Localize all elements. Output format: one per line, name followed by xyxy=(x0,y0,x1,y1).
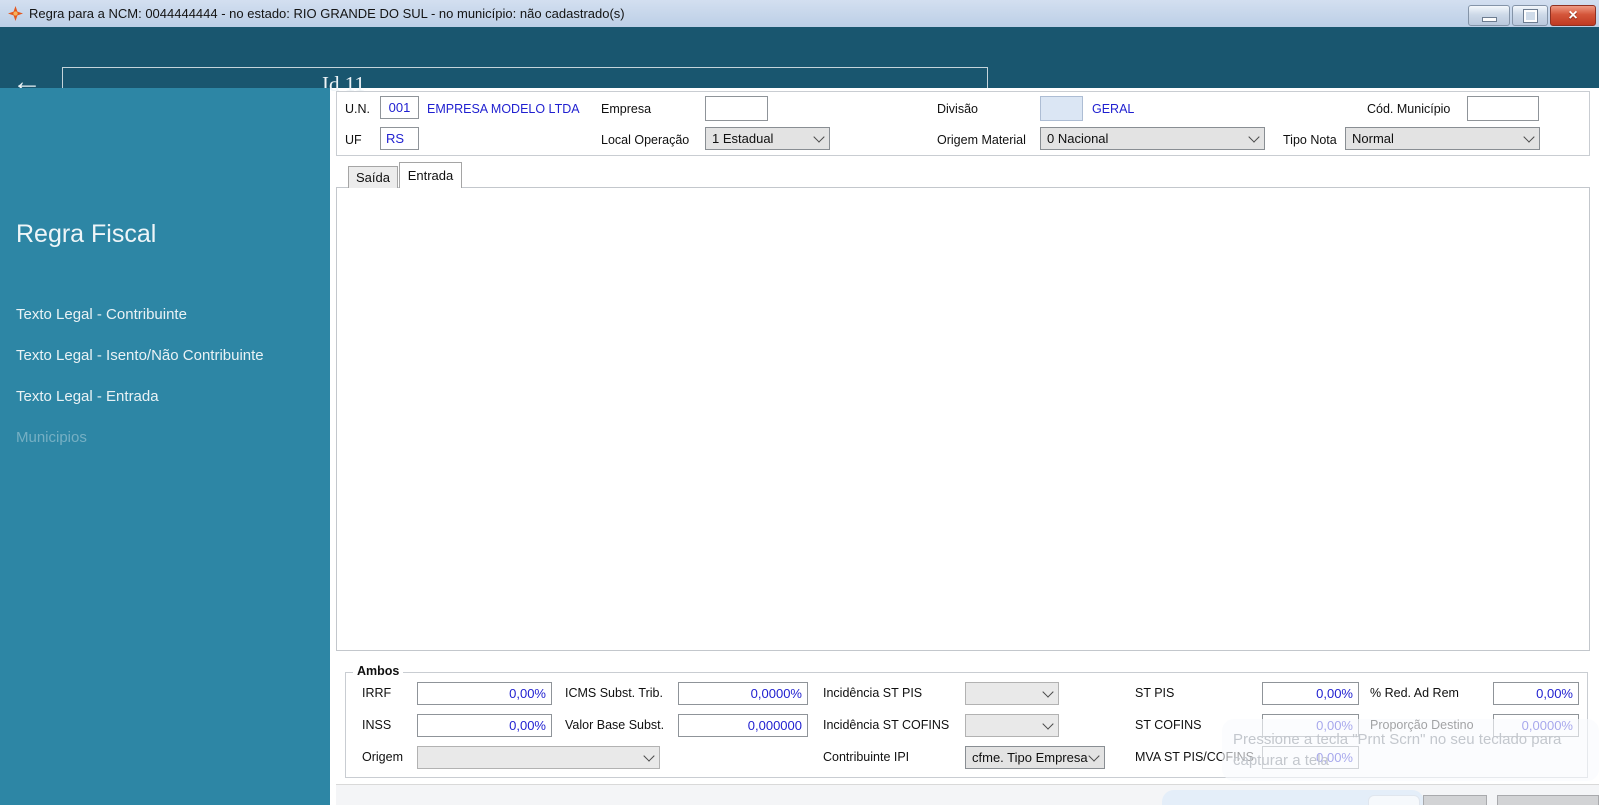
chevron-down-icon xyxy=(1088,750,1100,762)
maximize-icon xyxy=(1522,8,1538,23)
empresa-label: Empresa xyxy=(601,102,652,116)
st-pis-label: ST PIS xyxy=(1135,686,1175,700)
origem-material-label: Origem Material xyxy=(937,133,1026,147)
cod-municipio-input[interactable] xyxy=(1467,96,1539,121)
app-icon xyxy=(8,6,23,21)
screenshot-hint-line1: Pressione a tecla "Prnt Scrn" no seu tec… xyxy=(1233,731,1562,748)
chevron-down-icon xyxy=(1523,131,1535,143)
tipo-nota-select[interactable]: Normal xyxy=(1345,127,1540,150)
valor-base-subst-input[interactable]: 0,000000 xyxy=(678,714,808,737)
tab-entrada-panel xyxy=(336,187,1590,651)
valor-base-subst-label: Valor Base Subst. xyxy=(565,718,665,732)
close-icon: × xyxy=(1568,6,1578,24)
chevron-down-icon xyxy=(643,750,655,762)
divisao-input[interactable] xyxy=(1040,96,1083,121)
minimize-icon xyxy=(1481,16,1497,22)
incidencia-st-cofins-label: Incidência ST COFINS xyxy=(823,718,950,732)
chevron-down-icon xyxy=(1248,131,1260,143)
tab-saida[interactable]: Saída xyxy=(348,166,398,188)
un-code-input[interactable]: 001 xyxy=(380,96,419,119)
contribuinte-ipi-select[interactable]: cfme. Tipo Empresa xyxy=(965,746,1105,769)
irrf-label: IRRF xyxy=(362,686,392,700)
icms-subst-trib-label: ICMS Subst. Trib. xyxy=(565,686,663,700)
chevron-down-icon xyxy=(1042,718,1054,730)
uf-input[interactable]: RS xyxy=(380,127,419,150)
contribuinte-ipi-label: Contribuinte IPI xyxy=(823,750,910,764)
record-id-box xyxy=(62,67,988,104)
close-button[interactable]: × xyxy=(1550,5,1596,26)
st-pis-input[interactable]: 0,00% xyxy=(1262,682,1359,705)
icms-subst-trib-input[interactable]: 0,0000% xyxy=(678,682,808,705)
bottom-cutoff-subpanel xyxy=(1368,795,1420,805)
sidebar: Regra Fiscal Texto Legal - Contribuinte … xyxy=(0,88,330,805)
red-ad-rem-label: % Red. Ad Rem xyxy=(1370,686,1459,700)
bottom-cutoff-button-2[interactable] xyxy=(1497,795,1599,805)
minimize-button[interactable] xyxy=(1468,5,1510,26)
tipo-nota-label: Tipo Nota xyxy=(1283,133,1337,147)
window-title: Regra para a NCM: 0044444444 - no estado… xyxy=(29,6,625,21)
local-operacao-label: Local Operação xyxy=(601,133,690,147)
sidebar-title: Regra Fiscal xyxy=(16,220,157,248)
bottom-cutoff-panel xyxy=(1162,790,1424,805)
sidebar-item-texto-legal-isento[interactable]: Texto Legal - Isento/Não Contribuinte xyxy=(16,347,264,364)
red-ad-rem-input[interactable]: 0,00% xyxy=(1493,682,1579,705)
divisao-label: Divisão xyxy=(937,102,978,116)
incidencia-st-cofins-select[interactable] xyxy=(965,714,1059,737)
bottom-cutoff-button-1[interactable] xyxy=(1423,795,1487,805)
ambos-legend: Ambos xyxy=(353,664,404,678)
inss-input[interactable]: 0,00% xyxy=(417,714,552,737)
screenshot-hint-line2: capturar a tela xyxy=(1233,752,1329,769)
cod-municipio-label: Cód. Município xyxy=(1367,102,1451,116)
divisao-name: GERAL xyxy=(1092,102,1135,116)
un-name: EMPRESA MODELO LTDA xyxy=(427,102,580,116)
origem-label: Origem xyxy=(362,750,403,764)
uf-label: UF xyxy=(345,133,362,147)
sidebar-item-texto-legal-entrada[interactable]: Texto Legal - Entrada xyxy=(16,388,159,405)
sidebar-item-texto-legal-contribuinte[interactable]: Texto Legal - Contribuinte xyxy=(16,306,187,323)
origem-select[interactable] xyxy=(417,746,660,769)
chevron-down-icon xyxy=(1042,686,1054,698)
header-bar: ← Id 11 xyxy=(0,27,1599,104)
st-cofins-label: ST COFINS xyxy=(1135,718,1202,732)
title-bar[interactable]: Regra para a NCM: 0044444444 - no estado… xyxy=(0,0,1599,28)
local-operacao-select[interactable]: 1 Estadual xyxy=(705,127,830,150)
incidencia-st-pis-label: Incidência ST PIS xyxy=(823,686,923,700)
incidencia-st-pis-select[interactable] xyxy=(965,682,1059,705)
sidebar-item-municipios: Municipios xyxy=(16,429,87,446)
inss-label: INSS xyxy=(362,718,392,732)
maximize-button[interactable] xyxy=(1512,5,1548,26)
origem-material-select[interactable]: 0 Nacional xyxy=(1040,127,1265,150)
chevron-down-icon xyxy=(813,131,825,143)
irrf-input[interactable]: 0,00% xyxy=(417,682,552,705)
top-form-box xyxy=(336,91,1590,156)
screenshot-hint-overlay xyxy=(1222,719,1599,781)
tab-entrada[interactable]: Entrada xyxy=(399,162,462,188)
empresa-input[interactable] xyxy=(705,96,768,121)
un-label: U.N. xyxy=(345,102,370,116)
